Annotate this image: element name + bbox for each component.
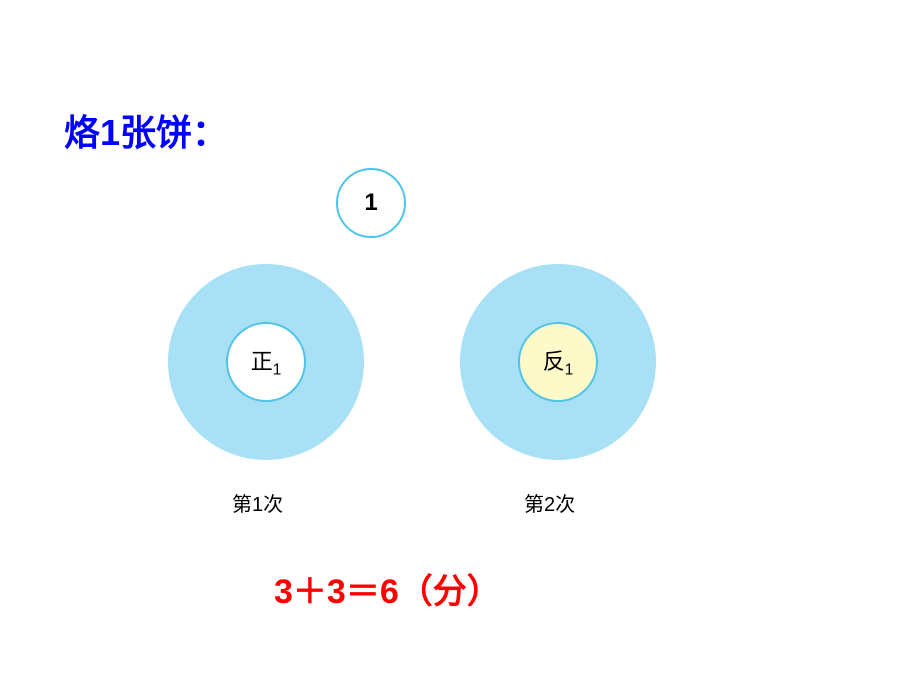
step-1-label-main: 正 bbox=[251, 349, 273, 374]
pancake-count-label: 1 bbox=[364, 189, 377, 217]
step-2-caption: 第2次 bbox=[524, 488, 575, 517]
step-1-caption: 第1次 bbox=[232, 488, 283, 517]
time-equation: 3＋3＝6（分） bbox=[274, 564, 501, 613]
step-2-label-sub: 1 bbox=[565, 362, 574, 379]
step-2-label: 反1 bbox=[543, 344, 574, 379]
step-1-label: 正1 bbox=[251, 344, 282, 379]
step-2-donut: 反1 bbox=[460, 264, 656, 460]
page-title: 烙1张饼： bbox=[64, 104, 228, 156]
step-1-donut: 正1 bbox=[168, 264, 364, 460]
step-2-donut-inner: 反1 bbox=[518, 322, 598, 402]
step-2-label-main: 反 bbox=[543, 349, 565, 374]
step-1-donut-inner: 正1 bbox=[226, 322, 306, 402]
step-1-label-sub: 1 bbox=[273, 362, 282, 379]
pancake-count-circle: 1 bbox=[336, 168, 406, 238]
